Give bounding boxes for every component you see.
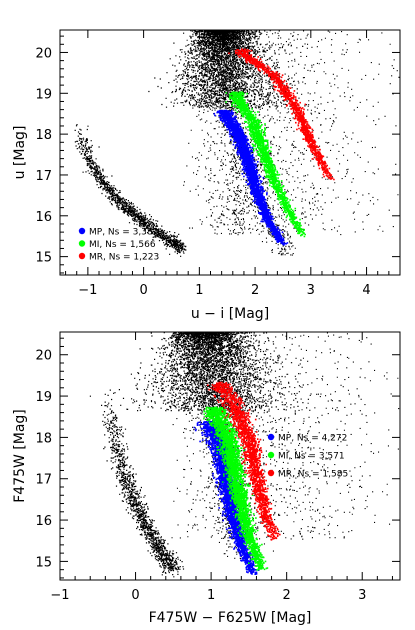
- y-tick-label: 17: [35, 473, 52, 488]
- upper-y-axis-title: u [Mag]: [12, 126, 28, 180]
- y-tick-label: 20: [35, 349, 52, 364]
- legend-marker-mr: [78, 252, 86, 260]
- x-tick-label: 4: [362, 283, 370, 298]
- y-tick-label: 20: [35, 46, 52, 61]
- x-tick-label: 2: [251, 283, 259, 298]
- x-tick-label: −1: [50, 588, 69, 603]
- series-points-mp: [213, 109, 289, 246]
- y-tick-label: 18: [35, 431, 52, 446]
- legend-marker-mi: [78, 240, 86, 247]
- upper-plot-frame: [59, 29, 401, 276]
- y-tick-label: 15: [35, 555, 52, 570]
- x-tick-label: 0: [139, 283, 147, 298]
- upper-legend: MP, Ns = 3,382 MI, Ns = 1,566 MR, Ns = 1,2…: [78, 227, 159, 263]
- lower-cmd-panel: −1 0 1 2 3 15 16 17 18 19 20 MP, Ns = 4,272 MI, Ns …: [12, 331, 401, 626]
- legend-label-mr: MR, Ns = 1,585: [278, 470, 348, 480]
- y-tick-label: 16: [35, 210, 52, 225]
- legend-label-mp: MP, Ns = 4,272: [278, 434, 347, 444]
- x-tick-label: 3: [307, 283, 315, 298]
- y-tick-label: 16: [35, 514, 52, 529]
- lower-plot-frame: [59, 331, 401, 581]
- y-tick-label: 17: [35, 169, 52, 184]
- series-points-mi: [203, 406, 269, 571]
- upper-x-axis-title: u − i [Mag]: [191, 306, 269, 322]
- x-tick-label: −1: [78, 283, 97, 298]
- series-points-mi: [225, 91, 306, 238]
- x-tick-label: 1: [195, 283, 203, 298]
- legend-label-mi: MI, Ns = 3,571: [278, 452, 345, 462]
- legend-label-mr: MR, Ns = 1,223: [89, 253, 159, 263]
- legend-label-mi: MI, Ns = 1,566: [89, 240, 156, 250]
- lower-axis-ticks: −1 0 1 2 3 15 16 17 18 19 20: [35, 332, 400, 603]
- upper-cmd-panel: −1 0 1 2 3 4 15 16 17 18 19 20 MP, Ns = 3,382 MI, Ns…: [12, 29, 401, 322]
- y-tick-label: 18: [35, 128, 52, 143]
- upper-background-stars: [74, 30, 400, 257]
- x-tick-label: 1: [207, 588, 215, 603]
- x-tick-label: 0: [131, 588, 139, 603]
- series-points-mr: [228, 48, 335, 181]
- lower-y-axis-title: F475W [Mag]: [12, 409, 28, 503]
- upper-scatter-points: [74, 30, 400, 257]
- y-tick-label: 19: [35, 390, 52, 405]
- x-tick-label: 3: [358, 588, 366, 603]
- series-points-mr: [207, 381, 281, 541]
- legend-marker-mp: [267, 433, 275, 441]
- lower-legend: MP, Ns = 4,272 MI, Ns = 3,571 MR, Ns = 1,5…: [267, 433, 348, 480]
- upper-axis-ticks: −1 0 1 2 3 4 15 16 17 18 19 20: [35, 30, 400, 298]
- legend-marker-mr: [267, 469, 275, 477]
- y-tick-label: 15: [35, 251, 52, 266]
- lower-x-axis-title: F475W − F625W [Mag]: [149, 610, 312, 626]
- legend-label-mp: MP, Ns = 3,382: [89, 228, 158, 238]
- legend-marker-mp: [78, 227, 86, 235]
- lower-scatter-points: [89, 332, 400, 578]
- y-tick-label: 19: [35, 87, 52, 102]
- x-tick-label: 2: [283, 588, 291, 603]
- legend-marker-mi: [267, 451, 275, 459]
